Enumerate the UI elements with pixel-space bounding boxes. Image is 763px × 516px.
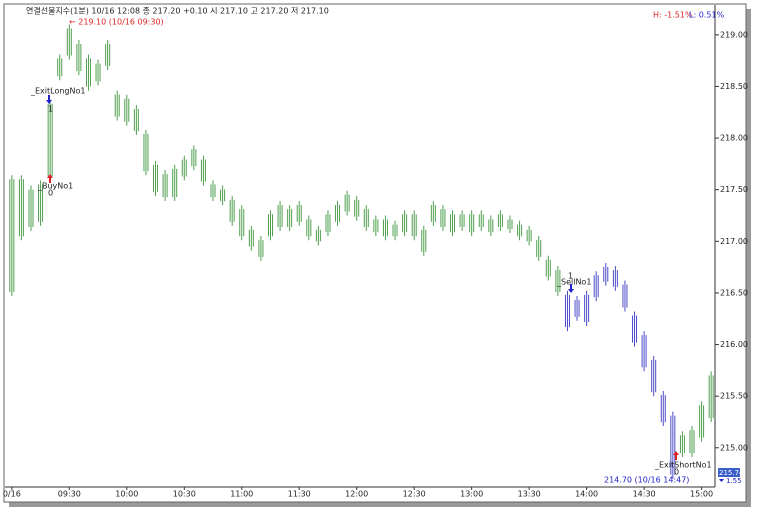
x-tick-label: 09:30 <box>58 490 81 499</box>
last-price: 215.74 <box>719 469 744 477</box>
arrow-up <box>673 451 679 460</box>
annotation: 214.70 (10/16 14:47) <box>604 476 689 485</box>
annotation: _BuyNo1 <box>37 182 73 191</box>
x-tick-label: 12:00 <box>345 490 368 499</box>
change-arrow <box>719 479 724 482</box>
x-tick-label: 0/16 <box>3 490 21 499</box>
low-pct: L: 0.51% <box>689 11 725 20</box>
change: 1.55 <box>726 477 742 485</box>
y-tick-label: 218.50 <box>720 82 748 91</box>
x-tick-label: 11:30 <box>288 490 311 499</box>
high-pct: H: -1.51% <box>653 11 693 20</box>
arrow-down <box>46 95 52 104</box>
y-tick-label: 217.50 <box>720 185 748 194</box>
y-tick-label: 215.50 <box>720 392 748 401</box>
x-tick-label: 11:00 <box>230 490 253 499</box>
annotation: 0 <box>48 189 53 198</box>
annotation: 1 <box>48 105 53 114</box>
y-tick-label: 216.50 <box>720 288 748 297</box>
annotation: 1 <box>568 272 573 281</box>
annotation: _SellNo1 <box>556 278 591 287</box>
x-tick-label: 13:30 <box>518 490 541 499</box>
annotation: _ExitLongNo1 <box>30 87 85 96</box>
frame <box>3 3 747 503</box>
x-tick-label: 10:00 <box>115 490 138 499</box>
chart-title: 연결선물지수(1분) 10/16 12:08 종 217.20 +0.10 시 … <box>26 6 329 16</box>
y-tick-label: 217.00 <box>720 237 748 246</box>
x-tick-label: 13:00 <box>460 490 483 499</box>
y-tick-label: 219.00 <box>720 30 748 39</box>
y-tick-label: 218.00 <box>720 134 748 143</box>
price-box <box>718 468 740 477</box>
x-tick-label: 15:00 <box>690 490 713 499</box>
annotation: _ExitShortNo1 <box>654 461 712 470</box>
x-tick-label: 14:00 <box>575 490 598 499</box>
y-tick-label: 216.00 <box>720 340 748 349</box>
x-tick-label: 10:30 <box>173 490 196 499</box>
y-tick-label: 215.00 <box>720 443 748 452</box>
arrow-up <box>47 174 53 183</box>
annotation: ← 219.10 (10/16 09:30) <box>69 18 164 27</box>
arrow-down <box>568 284 574 293</box>
x-tick-label: 14:30 <box>633 490 656 499</box>
x-tick-label: 12:30 <box>403 490 426 499</box>
annotation: 0 <box>674 468 679 477</box>
